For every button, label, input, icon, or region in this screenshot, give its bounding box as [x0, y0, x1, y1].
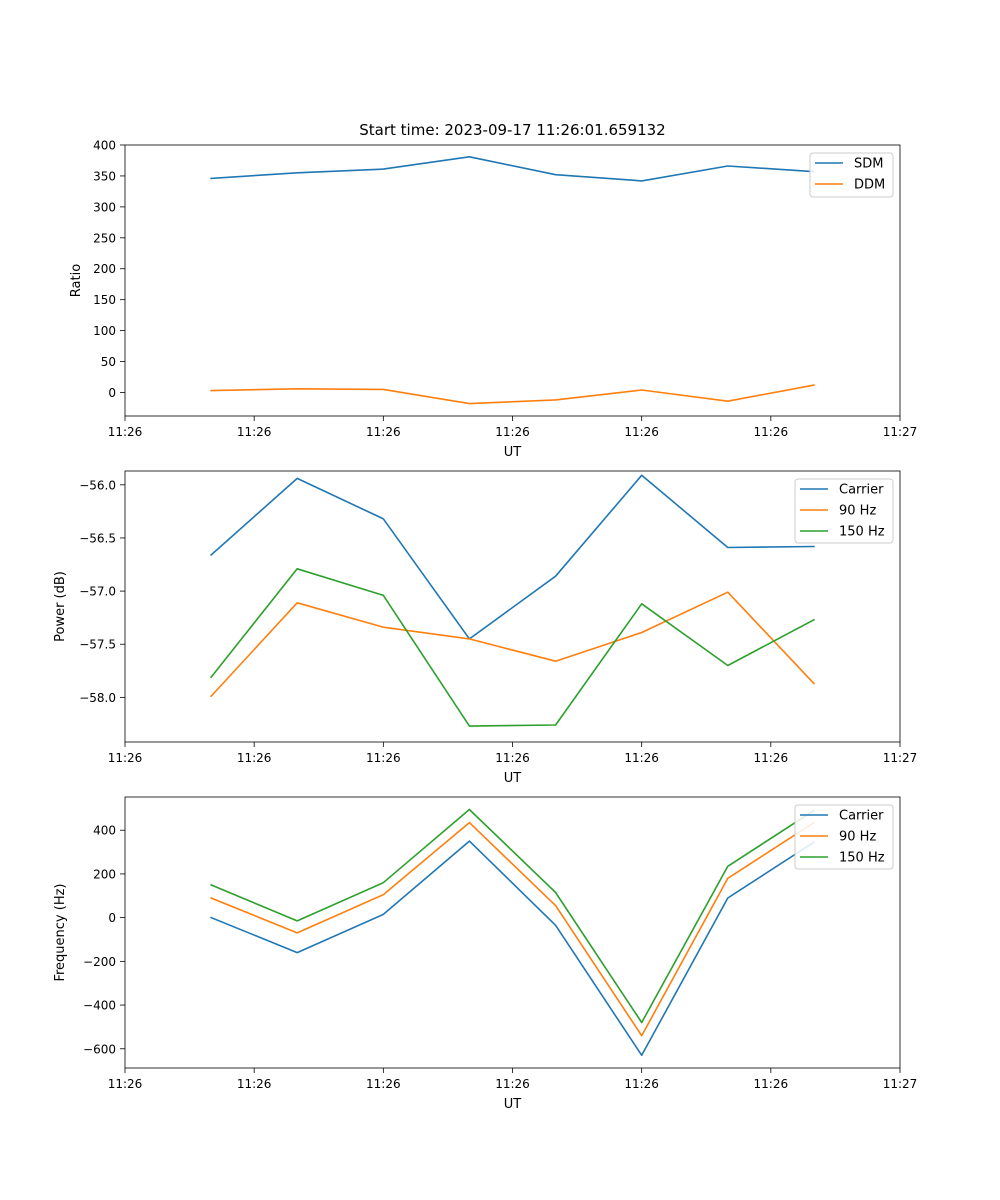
y-tick-label: 0: [108, 386, 116, 400]
series-line-150-hz: [209, 567, 815, 727]
y-tick-label: 0: [108, 911, 116, 925]
x-tick-label: 11:26: [108, 425, 143, 439]
y-tick-label: −200: [83, 955, 116, 969]
x-tick-label: 11:26: [366, 1077, 401, 1091]
x-tick-label: 11:27: [883, 1077, 918, 1091]
y-tick-label: −57.0: [79, 585, 116, 599]
x-tick-label: 11:26: [237, 751, 272, 765]
x-axis-label: UT: [504, 771, 522, 786]
x-tick-label: 11:26: [624, 425, 659, 439]
x-tick-label: 11:26: [237, 1077, 272, 1091]
y-tick-label: 400: [93, 824, 116, 838]
y-tick-label: −400: [83, 999, 116, 1013]
chart-3: 11:26 11:26 11:26 11:26 11:26 11:26 11:27 UT −60…: [53, 796, 918, 1112]
axes-frame: [124, 796, 901, 1069]
y-axis-label: Ratio: [69, 264, 84, 297]
x-tick-label: 11:26: [495, 1077, 530, 1091]
axes-frame: [124, 144, 901, 417]
legend: SDM DDM: [809, 152, 894, 198]
series-line-carrier: [210, 840, 816, 1057]
legend-label: SDM: [854, 157, 883, 172]
y-tick-label: 350: [93, 169, 116, 183]
legend-box: [794, 804, 894, 870]
series-line-ddm: [210, 384, 815, 405]
x-tick-label: 11:26: [754, 425, 789, 439]
chart-1: Start time: 2023-09-17 11:26:01.659132 11…: [69, 121, 917, 460]
y-tick-label: 200: [93, 262, 116, 276]
x-tick-label: 11:26: [624, 751, 659, 765]
legend-box: [809, 152, 894, 198]
x-tick-label: 11:26: [624, 1077, 659, 1091]
legend-label: 150 Hz: [839, 525, 885, 540]
x-tick-label: 11:27: [883, 425, 918, 439]
y-tick-label: 150: [93, 293, 116, 307]
legend-label: Carrier: [839, 483, 884, 498]
legend-label: 150 Hz: [839, 851, 885, 866]
legend: Carrier 90 Hz 150 Hz: [794, 804, 894, 870]
x-tick-label: 11:26: [237, 425, 272, 439]
series-line-150-hz: [210, 808, 816, 1024]
y-tick-label: 400: [93, 139, 116, 153]
x-tick-label: 11:26: [754, 751, 789, 765]
chart-2: 11:26 11:26 11:26 11:26 11:26 11:26 11:27 UT −58…: [53, 470, 918, 786]
y-axis-label: Power (dB): [53, 571, 68, 642]
x-tick-label: 11:26: [366, 425, 401, 439]
y-tick-label: 50: [101, 355, 116, 369]
axes-frame: [124, 470, 901, 743]
x-tick-label: 11:26: [495, 751, 530, 765]
y-tick-label: 250: [93, 231, 116, 245]
x-tick-label: 11:26: [366, 751, 401, 765]
x-tick-label: 11:26: [495, 425, 530, 439]
series-line-carrier: [209, 474, 815, 640]
legend-box: [794, 478, 894, 544]
legend-label: 90 Hz: [839, 830, 876, 845]
x-axis-label: UT: [504, 1097, 522, 1112]
legend-label: DDM: [854, 178, 885, 193]
x-tick-label: 11:27: [883, 751, 918, 765]
x-tick-label: 11:26: [108, 1077, 143, 1091]
y-tick-label: −600: [83, 1042, 116, 1056]
y-tick-label: −58.0: [79, 691, 116, 705]
y-tick-label: 200: [93, 867, 116, 881]
y-tick-label: −56.0: [79, 478, 116, 492]
series-line-90-hz: [209, 591, 816, 698]
x-axis-label: UT: [504, 445, 522, 460]
y-axis-label: Frequency (Hz): [53, 883, 68, 981]
chart-title: Start time: 2023-09-17 11:26:01.659132: [359, 121, 665, 139]
legend: Carrier 90 Hz 150 Hz: [794, 478, 894, 544]
x-tick-label: 11:26: [754, 1077, 789, 1091]
legend-label: Carrier: [839, 809, 884, 824]
x-tick-label: 11:26: [108, 751, 143, 765]
y-tick-label: −57.5: [79, 638, 116, 652]
legend-label: 90 Hz: [839, 504, 876, 519]
y-tick-label: 100: [93, 324, 116, 338]
y-tick-label: −56.5: [79, 531, 116, 545]
series-line-sdm: [210, 156, 815, 182]
y-tick-label: 300: [93, 200, 116, 214]
series-line-90-hz: [210, 821, 816, 1037]
